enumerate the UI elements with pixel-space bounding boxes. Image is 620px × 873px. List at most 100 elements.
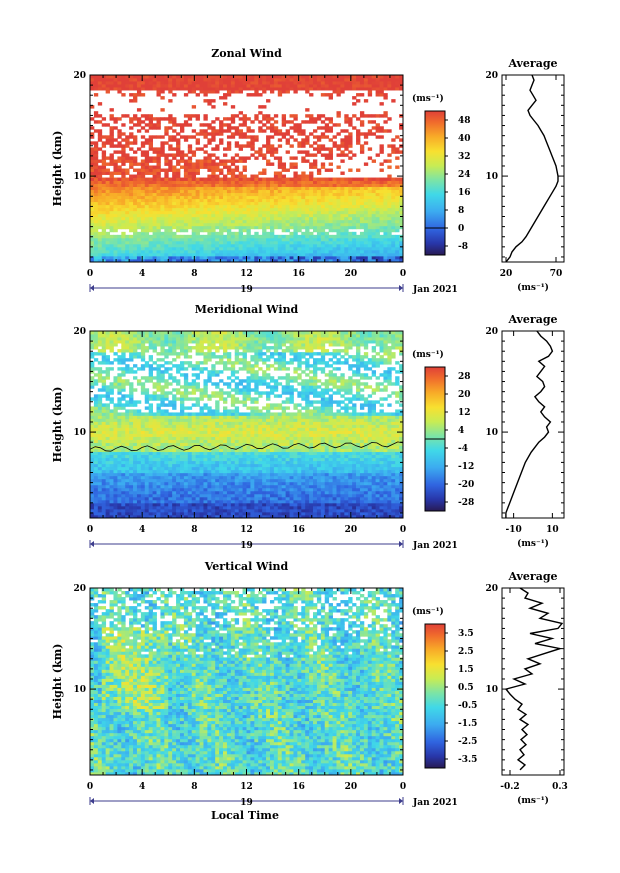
heatmap-cell: [383, 216, 388, 221]
heatmap-cell: [129, 349, 134, 353]
heatmap-cell: [285, 198, 290, 203]
heatmap-cell: [289, 156, 294, 160]
heatmap-cell: [97, 180, 103, 184]
heatmap-cell: [266, 81, 271, 85]
heatmap-cell: [246, 186, 251, 191]
heatmap-cell: [187, 87, 193, 91]
heatmap-cell: [113, 499, 118, 504]
heatmap-cell: [313, 183, 318, 187]
heatmap-cell: [348, 195, 353, 200]
heatmap-cell: [90, 231, 95, 236]
heatmap-cell: [133, 460, 138, 465]
heatmap-cell: [340, 153, 345, 157]
heatmap-cell: [172, 252, 177, 257]
heatmap-cell: [101, 177, 107, 181]
heatmap-cell: [395, 255, 400, 260]
heatmap-cell: [160, 376, 165, 380]
heatmap-cell: [113, 162, 118, 166]
heatmap-cell: [144, 469, 150, 474]
heatmap-cell: [109, 255, 114, 260]
heatmap-cell: [109, 138, 114, 142]
heatmap-cell: [359, 219, 365, 224]
heatmap-cell: [148, 186, 153, 191]
heatmap-cell: [332, 144, 337, 148]
heatmap-cell: [90, 355, 95, 359]
heatmap-cell: [191, 81, 197, 85]
heatmap-cell: [156, 487, 161, 492]
heatmap-cell: [129, 418, 134, 422]
heatmap-cell: [273, 195, 279, 200]
heatmap-cell: [187, 216, 193, 221]
heatmap-cell: [383, 183, 388, 187]
heatmap-cell: [207, 177, 212, 181]
heatmap-cell: [313, 84, 318, 88]
heatmap-cell: [215, 147, 220, 151]
heatmap-cell: [348, 186, 353, 191]
heatmap-cell: [152, 201, 157, 206]
heatmap-cell: [148, 195, 153, 200]
heatmap-cell: [234, 144, 240, 148]
heatmap-cell: [277, 81, 283, 85]
heatmap-cell: [269, 246, 275, 251]
heatmap-cell: [117, 165, 122, 169]
heatmap-cell: [258, 153, 263, 157]
heatmap-cell: [148, 505, 153, 510]
heatmap-cell: [160, 180, 165, 184]
heatmap-cell: [395, 225, 400, 230]
heatmap-cell: [144, 225, 150, 230]
heatmap-cell: [121, 334, 126, 338]
heatmap-cell: [363, 207, 369, 212]
heatmap-cell: [367, 81, 373, 85]
heatmap-cell: [219, 246, 224, 251]
heatmap-cell: [156, 258, 161, 263]
heatmap-cell: [133, 219, 138, 224]
heatmap-cell: [215, 213, 220, 218]
heatmap-cell: [101, 222, 107, 227]
heatmap-cell: [242, 213, 247, 218]
heatmap-cell: [121, 421, 126, 425]
heatmap-cell: [313, 189, 318, 194]
heatmap-cell: [176, 141, 181, 145]
heatmap-cell: [97, 252, 103, 257]
heatmap-cell: [168, 228, 173, 233]
heatmap-cell: [246, 192, 251, 197]
heatmap-cell: [250, 144, 255, 148]
heatmap-cell: [223, 195, 228, 200]
heatmap-cell: [90, 162, 95, 166]
heatmap-cell: [152, 252, 157, 257]
heatmap-cell: [90, 421, 95, 425]
heatmap-cell: [172, 469, 177, 474]
heatmap-cell: [356, 75, 361, 79]
heatmap-cell: [395, 243, 400, 248]
heatmap-cell: [356, 219, 361, 224]
heatmap-cell: [101, 487, 107, 492]
heatmap-cell: [313, 222, 318, 227]
heatmap-cell: [316, 222, 322, 227]
heatmap-cell: [129, 385, 134, 389]
heatmap-cell: [105, 430, 110, 434]
heatmap-cell: [320, 186, 326, 191]
heatmap-cell: [238, 252, 243, 257]
heatmap-cell: [156, 412, 161, 416]
heatmap-cell: [164, 87, 169, 91]
heatmap-cell: [90, 195, 95, 200]
heatmap-cell: [238, 246, 243, 251]
heatmap-cell: [293, 87, 298, 91]
heatmap-cell: [148, 451, 153, 456]
heatmap-cell: [179, 436, 185, 440]
heatmap-cell: [332, 192, 337, 197]
heatmap-cell: [101, 439, 107, 443]
heatmap-cell: [164, 451, 169, 456]
heatmap-cell: [328, 216, 333, 221]
heatmap-cell: [160, 234, 165, 239]
heatmap-cell: [172, 156, 177, 160]
heatmap-cell: [160, 391, 165, 395]
heatmap-cell: [113, 493, 118, 498]
heatmap-cell: [269, 147, 275, 151]
heatmap-cell: [105, 222, 110, 227]
heatmap-cell: [207, 252, 212, 257]
heatmap-cell: [148, 412, 153, 416]
heatmap-cell: [164, 171, 169, 175]
heatmap-cell: [101, 481, 107, 486]
heatmap-cell: [238, 90, 243, 94]
